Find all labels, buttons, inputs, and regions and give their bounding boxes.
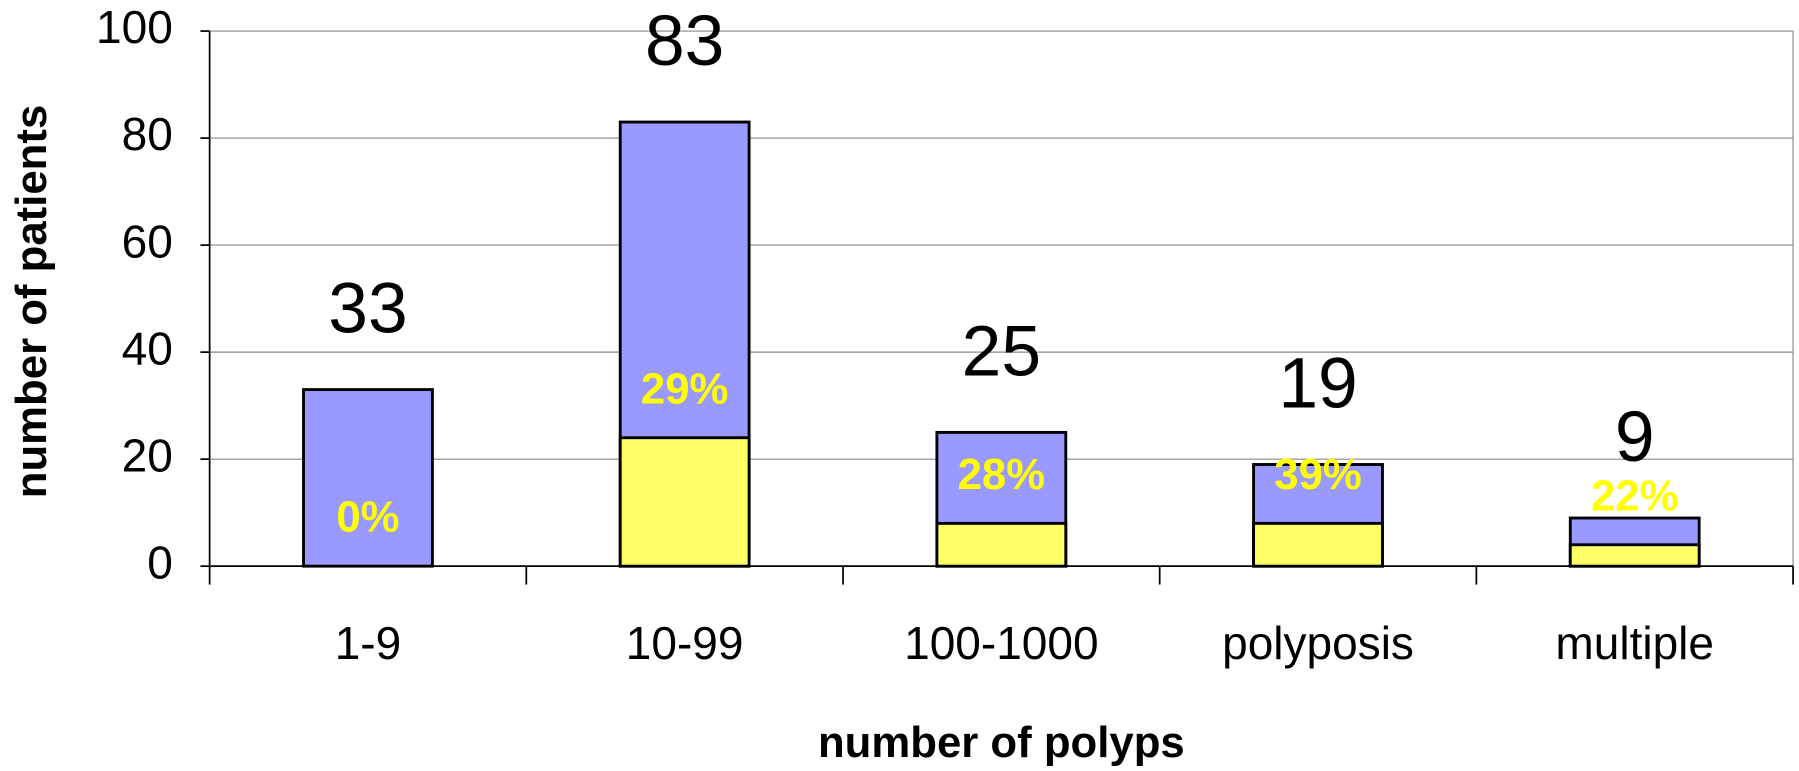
total-label: 83 bbox=[645, 1, 724, 81]
total-label: 9 bbox=[1615, 397, 1655, 477]
y-tick-label: 0 bbox=[147, 536, 173, 588]
x-tick-label: 1-9 bbox=[335, 617, 402, 669]
percent-label: 0% bbox=[336, 493, 399, 542]
x-tick-label: polyposis bbox=[1222, 617, 1414, 669]
bar bbox=[618, 436, 751, 568]
y-tick-label: 60 bbox=[122, 215, 173, 267]
x-tick-label: 100-1000 bbox=[904, 617, 1098, 669]
x-tick-label: multiple bbox=[1555, 617, 1714, 669]
y-tick-label: 40 bbox=[122, 322, 173, 374]
y-tick-label: 100 bbox=[96, 1, 173, 53]
y-tick-label: 80 bbox=[122, 108, 173, 160]
total-label: 25 bbox=[962, 311, 1041, 391]
y-tick-label: 20 bbox=[122, 429, 173, 481]
x-tick-label: 10-99 bbox=[626, 617, 744, 669]
y-axis-title: number of patients bbox=[7, 105, 56, 499]
bar bbox=[302, 388, 434, 568]
x-axis-title: number of polyps bbox=[818, 718, 1185, 767]
percent-label: 39% bbox=[1274, 450, 1362, 499]
percent-label: 28% bbox=[958, 450, 1046, 499]
bar bbox=[935, 521, 1068, 568]
total-label: 19 bbox=[1278, 343, 1357, 423]
total-label: 33 bbox=[328, 268, 407, 348]
percent-label: 22% bbox=[1591, 471, 1679, 520]
bar bbox=[1252, 521, 1384, 568]
percent-label: 29% bbox=[641, 364, 729, 413]
bar bbox=[1568, 543, 1701, 568]
